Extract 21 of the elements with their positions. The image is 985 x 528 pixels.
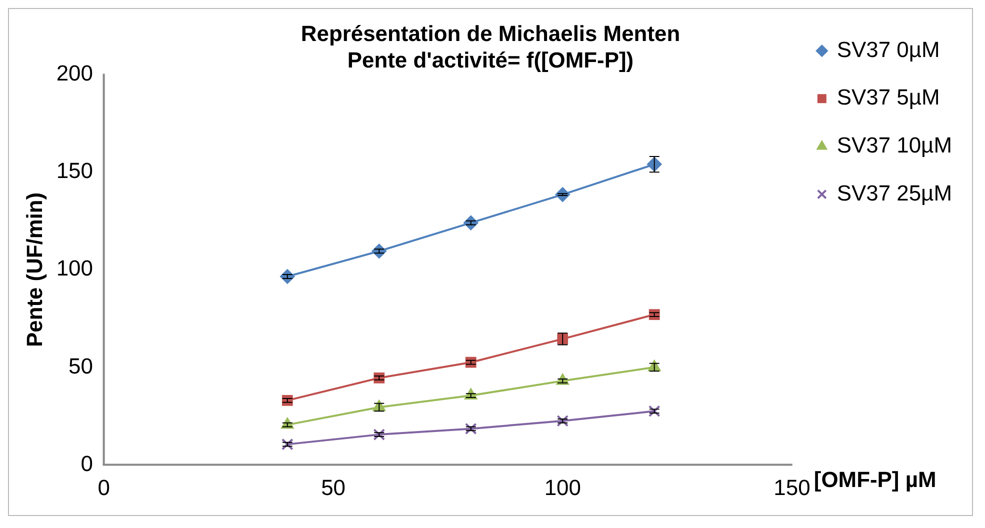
x-tick-label: 150 bbox=[774, 474, 810, 500]
x-axis-title: [OMF-P] µM bbox=[814, 466, 936, 492]
point bbox=[556, 414, 569, 427]
point bbox=[281, 438, 294, 450]
x-tick-label: 100 bbox=[544, 474, 581, 500]
y-tick-label: 200 bbox=[56, 60, 93, 86]
y-tick-label: 100 bbox=[56, 256, 93, 281]
point bbox=[648, 405, 660, 418]
chart-title: Représentation de Michaelis Menten Pente d'activité= f([OMF-P]) bbox=[300, 21, 680, 72]
y-tick-label: 50 bbox=[68, 353, 93, 378]
point bbox=[373, 428, 386, 440]
legend-label: SV37 0µM bbox=[836, 36, 940, 62]
legend-label: SV37 5µM bbox=[836, 84, 940, 110]
y-axis-title: Pente (UF/min) bbox=[22, 192, 48, 347]
legend-label: SV37 25µM bbox=[836, 180, 952, 206]
x-tick-label: 50 bbox=[321, 474, 346, 500]
x-tick-label: 0 bbox=[98, 474, 110, 500]
y-tick-label: 0 bbox=[80, 450, 93, 476]
point bbox=[464, 422, 477, 435]
y-tick-label: 150 bbox=[56, 158, 93, 184]
legend-label: SV37 10µM bbox=[836, 132, 952, 158]
